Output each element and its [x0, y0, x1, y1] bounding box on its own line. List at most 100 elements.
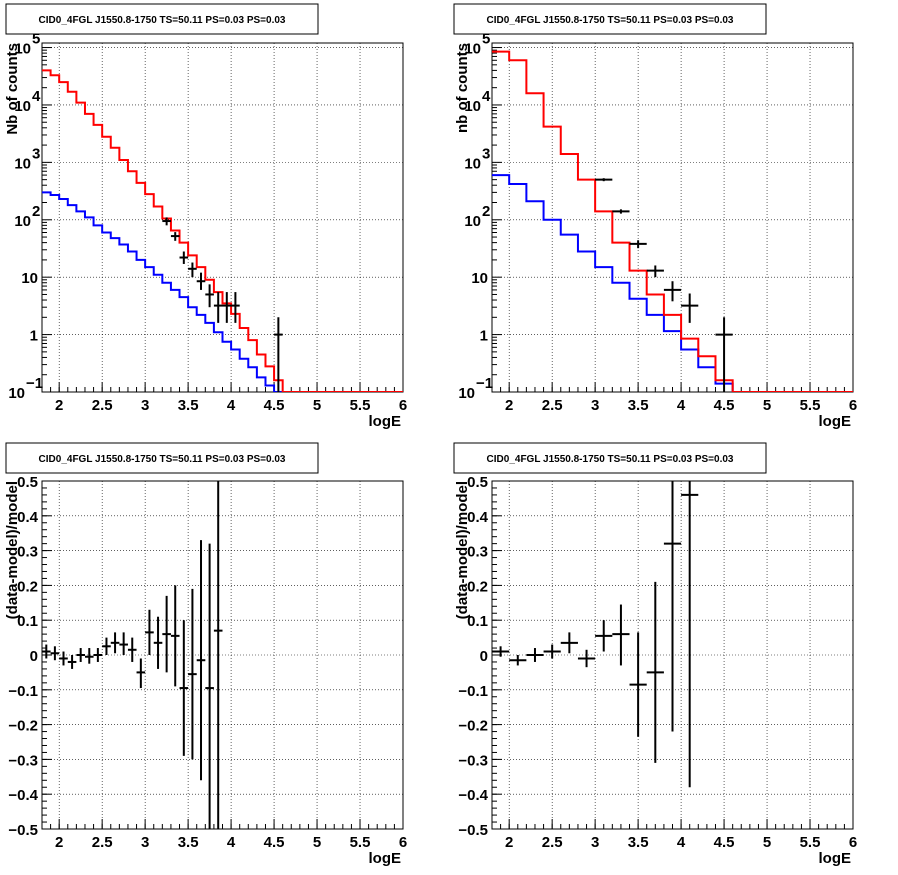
- y-tick-exponent: 4: [482, 88, 491, 105]
- data-point: [681, 293, 699, 323]
- data-point: [715, 317, 733, 392]
- y-tick-exponent: 2: [482, 203, 490, 220]
- y-tick-label: 0: [30, 648, 38, 665]
- data-point: [84, 648, 94, 664]
- x-tick-label: 3: [141, 834, 149, 851]
- title-box: [5, 3, 319, 35]
- data-point: [663, 281, 682, 302]
- y-tick-label: 10: [14, 41, 31, 58]
- y-tick-exponent: 5: [482, 31, 490, 48]
- title-box: [5, 442, 319, 474]
- x-tick-label: 4.5: [714, 397, 735, 414]
- y-tick-label: 0: [480, 648, 488, 665]
- data-point: [560, 632, 578, 654]
- y-tick-label: −0.1: [458, 683, 488, 700]
- x-tick-label: 2: [55, 834, 63, 851]
- data-point: [205, 543, 214, 829]
- y-tick-label: −0.1: [8, 683, 38, 700]
- data-point: [59, 651, 68, 666]
- data-point: [274, 317, 283, 392]
- y-tick-label: 10: [464, 98, 481, 115]
- x-tick-label: 4: [227, 834, 236, 851]
- title-box: [453, 3, 767, 35]
- x-tick-label: 6: [849, 834, 857, 851]
- data-point: [222, 292, 232, 323]
- x-tick-label: 4.5: [264, 397, 285, 414]
- x-axis-label: logE: [369, 850, 402, 867]
- x-tick-label: 3.5: [178, 834, 199, 851]
- data-point: [145, 609, 154, 655]
- x-axis-label: logE: [819, 850, 852, 867]
- y-tick-label: −0.5: [458, 822, 488, 839]
- data-point: [509, 655, 527, 666]
- x-tick-label: 2.5: [92, 397, 113, 414]
- x-tick-label: 3.5: [178, 397, 199, 414]
- x-tick-label: 4.5: [264, 834, 285, 851]
- y-tick-exponent: −1: [26, 375, 43, 392]
- data-point: [170, 585, 180, 687]
- data-point: [577, 649, 596, 668]
- data-point: [170, 232, 180, 241]
- x-tick-label: 2.5: [542, 834, 563, 851]
- data-point: [543, 644, 561, 659]
- series-line-1: [42, 191, 403, 392]
- series-line-1: [492, 174, 853, 392]
- data-point: [179, 251, 189, 264]
- data-point: [93, 648, 103, 662]
- chart-panel-2: 2 2.5 3 3.5 4 4.5 5 5.5 610−1110102103104105logE…: [453, 3, 857, 430]
- y-tick-label: 0.5: [467, 474, 488, 491]
- data-point: [595, 620, 613, 652]
- data-point: [119, 632, 128, 655]
- x-tick-label: 5: [313, 397, 321, 414]
- data-point: [492, 646, 510, 657]
- data-point: [50, 646, 60, 661]
- y-tick-label: 10: [14, 155, 31, 172]
- x-tick-label: 4.5: [714, 834, 735, 851]
- data-point: [629, 240, 647, 249]
- y-tick-label: 10: [471, 270, 488, 287]
- chart-panel-3: 2 2.5 3 3.5 4 4.5 5 5.5 6 −0.5 −0.4 −0.3 −0.2 −0.1 0 0.…: [4, 442, 407, 867]
- y-tick-label: 0.1: [17, 613, 38, 630]
- y-tick-label: 0.2: [467, 578, 488, 595]
- x-tick-label: 2: [505, 397, 513, 414]
- y-tick-label: 0.4: [467, 509, 489, 526]
- x-tick-label: 4: [227, 397, 236, 414]
- data-point: [526, 648, 544, 662]
- chart-title: CID0_4FGL J1550.8-1750 TS=50.11 PS=0.03 …: [487, 15, 734, 26]
- y-tick-label: 10: [8, 385, 25, 402]
- y-tick-exponent: 4: [32, 88, 41, 105]
- data-point: [196, 540, 206, 781]
- x-tick-label: 5: [763, 834, 771, 851]
- data-point: [681, 481, 699, 788]
- y-tick-label: 10: [14, 98, 31, 115]
- chart-title: CID0_4FGL J1550.8-1750 TS=50.11 PS=0.03 …: [39, 454, 286, 465]
- x-axis-label: logE: [369, 413, 402, 430]
- x-tick-label: 3.5: [628, 834, 649, 851]
- data-point: [612, 209, 630, 214]
- y-tick-exponent: 2: [32, 203, 40, 220]
- data-point: [188, 588, 197, 760]
- y-tick-label: −0.3: [8, 752, 38, 769]
- data-point: [646, 581, 664, 763]
- chart-panel-4: 2 2.5 3 3.5 4 4.5 5 5.5 6 −0.5 −0.4 −0.3 −0.2 −0.1 0 0.…: [453, 442, 857, 867]
- y-tick-label: 10: [14, 213, 31, 230]
- x-tick-label: 3.5: [628, 397, 649, 414]
- y-tick-label: −0.2: [8, 718, 38, 735]
- data-point: [136, 658, 146, 689]
- data-point: [612, 604, 630, 666]
- data-point: [162, 217, 171, 226]
- y-tick-label: 1: [480, 328, 488, 345]
- data-point: [196, 272, 206, 290]
- x-tick-label: 5.5: [800, 834, 821, 851]
- y-tick-label: 0.1: [467, 613, 488, 630]
- y-tick-label: 10: [464, 155, 481, 172]
- x-tick-label: 6: [399, 397, 407, 414]
- data-point: [67, 655, 77, 669]
- y-tick-exponent: −1: [476, 375, 493, 392]
- x-tick-label: 5: [763, 397, 771, 414]
- data-point: [231, 292, 240, 323]
- y-tick-exponent: 3: [482, 145, 490, 162]
- y-axis-label: (data-model)/model: [4, 481, 21, 619]
- data-point: [110, 632, 120, 654]
- y-axis-label: (data-model)/model: [454, 481, 471, 619]
